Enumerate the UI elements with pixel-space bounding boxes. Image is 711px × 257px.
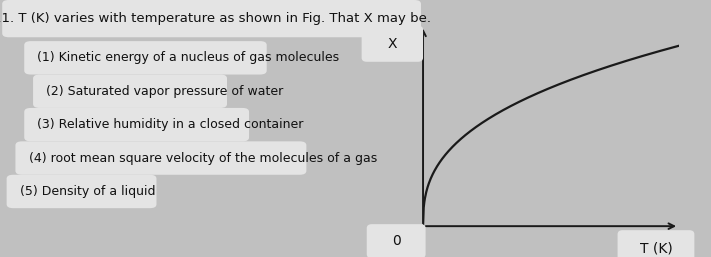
FancyBboxPatch shape [618, 230, 695, 257]
Text: 0: 0 [392, 234, 400, 248]
FancyBboxPatch shape [24, 41, 267, 75]
Text: (4) root mean square velocity of the molecules of a gas: (4) root mean square velocity of the mol… [28, 152, 377, 164]
FancyBboxPatch shape [16, 141, 306, 175]
Text: X: X [387, 37, 397, 51]
FancyBboxPatch shape [6, 175, 156, 208]
FancyBboxPatch shape [33, 75, 227, 108]
Text: (2) Saturated vapor pressure of water: (2) Saturated vapor pressure of water [46, 85, 284, 98]
FancyBboxPatch shape [2, 0, 421, 37]
FancyBboxPatch shape [362, 26, 423, 62]
Text: (5) Density of a liquid: (5) Density of a liquid [20, 185, 155, 198]
Text: (1) Kinetic energy of a nucleus of gas molecules: (1) Kinetic energy of a nucleus of gas m… [38, 51, 340, 64]
Text: T (K): T (K) [640, 241, 673, 255]
FancyBboxPatch shape [24, 108, 249, 141]
Text: (3) Relative humidity in a closed container: (3) Relative humidity in a closed contai… [38, 118, 304, 131]
FancyBboxPatch shape [367, 224, 426, 257]
Text: 11. T (K) varies with temperature as shown in Fig. That X may be.: 11. T (K) varies with temperature as sho… [0, 12, 431, 25]
